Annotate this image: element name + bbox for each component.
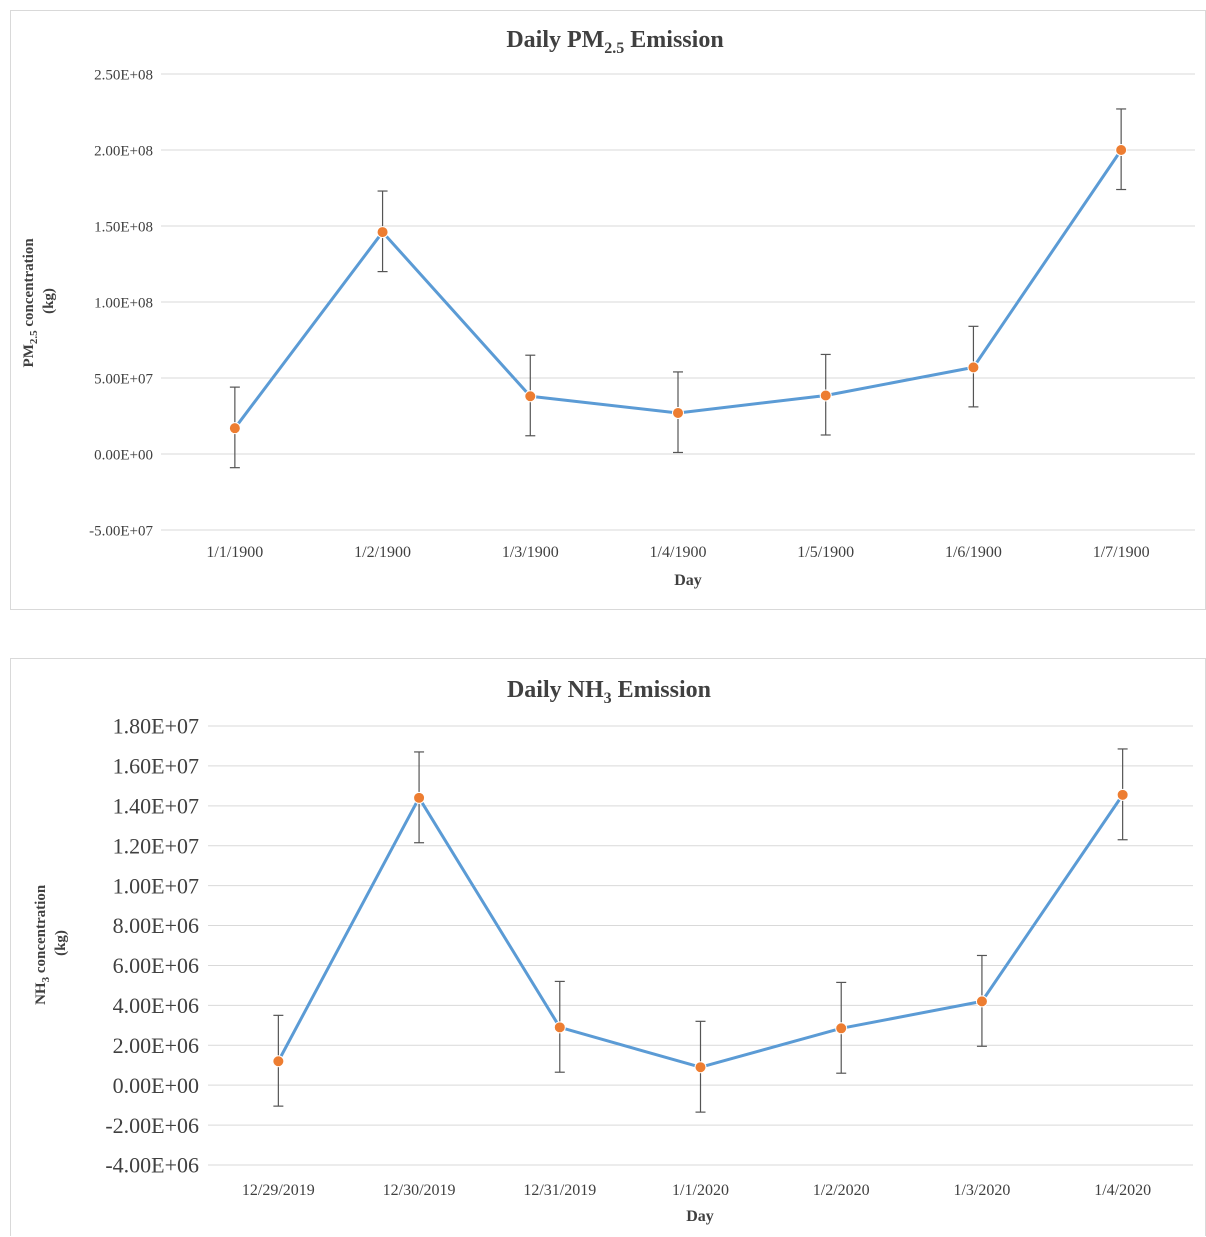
nh3-data-points [272,788,1129,1074]
pm25-data-point [376,226,389,239]
nh3-y-tick-label: 4.00E+06 [113,993,199,1018]
pm25-data-point [524,390,537,403]
nh3-x-tick-label: 1/4/2020 [1094,1182,1151,1199]
pm25-x-axis-ticks: 1/1/1900 1/2/1900 1/3/1900 1/4/1900 1/5/1900… [206,544,1149,561]
nh3-x-tick-label: 1/1/2020 [672,1182,729,1199]
nh3-x-tick-label: 1/3/2020 [953,1182,1010,1199]
nh3-data-point [553,1021,566,1034]
nh3-y-tick-label: 1.20E+07 [113,833,199,858]
nh3-y-axis-ticks: 1.80E+07 1.60E+07 1.40E+07 1.20E+07 1.00E+07… [105,714,199,1178]
pm25-x-tick-label: 1/5/1900 [797,544,854,561]
nh3-x-tick-label: 12/29/2019 [242,1182,315,1199]
pm25-x-tick-label: 1/2/1900 [354,544,411,561]
pm25-x-tick-label: 1/7/1900 [1093,544,1150,561]
nh3-error-bars [273,748,1128,1113]
nh3-x-tick-label: 1/2/2020 [813,1182,870,1199]
nh3-x-axis-ticks: 12/29/2019 12/30/2019 12/31/2019 1/1/2020 1/… [242,1182,1151,1199]
nh3-x-axis-title: Day [686,1208,714,1225]
nh3-y-tick-label: -2.00E+06 [105,1113,199,1138]
pm25-chart-title: Daily PM2.5 Emission [506,27,723,57]
pm25-data-points [228,144,1128,435]
nh3-data-point [272,1055,285,1068]
pm25-data-point [1115,144,1128,156]
nh3-x-tick-label: 12/31/2019 [523,1182,596,1199]
pm25-x-axis-title: Day [674,572,702,589]
nh3-chart-panel: Daily NH3 Emission 1.80E+07 1.60E+07 1.40E… [10,658,1206,1236]
nh3-y-tick-label: -4.00E+06 [105,1153,199,1178]
pm25-x-tick-label: 1/1/1900 [206,544,263,561]
nh3-y-tick-label: 8.00E+06 [113,913,199,938]
pm25-x-tick-label: 1/6/1900 [945,544,1002,561]
pm25-y-tick-label: 2.50E+08 [94,67,153,83]
pm25-y-axis-ticks: 2.50E+08 2.00E+08 1.50E+08 1.00E+08 5.00E+07… [89,67,153,539]
nh3-data-point [975,995,988,1008]
nh3-y-tick-label: 1.00E+07 [113,873,199,898]
nh3-data-point [1116,788,1129,801]
pm25-x-tick-label: 1/3/1900 [502,544,559,561]
nh3-y-tick-label: 6.00E+06 [113,953,199,978]
pm25-data-point [819,389,832,402]
pm25-x-tick-label: 1/4/1900 [650,544,707,561]
pm25-y-tick-label: 1.00E+08 [94,295,153,311]
nh3-y-tick-label: 1.40E+07 [113,794,199,819]
nh3-y-tick-label: 1.60E+07 [113,754,199,779]
pm25-chart: Daily PM2.5 Emission 2.50E+08 2.00E+08 1.5… [21,27,1195,589]
nh3-y-tick-label: 0.00E+00 [113,1073,199,1098]
nh3-data-point [694,1061,707,1074]
pm25-y-tick-label: 5.00E+07 [94,371,153,387]
nh3-data-point [413,791,426,804]
nh3-data-point [835,1022,848,1035]
nh3-y-tick-label: 1.80E+07 [113,714,199,739]
nh3-y-axis-title: NH3 concentration (kg) [33,881,69,1005]
nh3-x-tick-label: 12/30/2019 [383,1182,456,1199]
pm25-y-tick-label: 2.00E+08 [94,143,153,159]
pm25-y-axis-title: PM2.5 concentration (kg) [21,235,57,368]
nh3-chart-title: Daily NH3 Emission [507,677,711,707]
pm25-data-point [672,406,684,419]
pm25-data-point [967,361,980,374]
nh3-chart: Daily NH3 Emission 1.80E+07 1.60E+07 1.40E… [33,677,1193,1225]
pm25-chart-panel: Daily PM2.5 Emission 2.50E+08 2.00E+08 1.5… [10,10,1206,610]
nh3-y-tick-label: 2.00E+06 [113,1033,199,1058]
pm25-y-tick-label: 0.00E+00 [94,447,153,463]
pm25-data-point [228,422,241,435]
pm25-y-tick-label: -5.00E+07 [89,523,153,539]
pm25-gridlines [161,73,1195,531]
pm25-y-tick-label: 1.50E+08 [94,219,153,235]
